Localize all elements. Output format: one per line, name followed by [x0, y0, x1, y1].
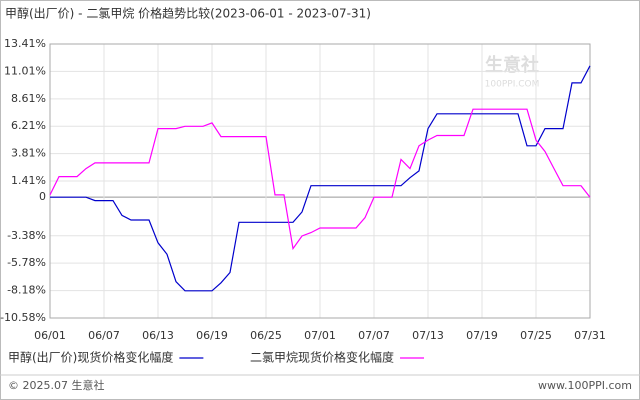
y-tick-label: -3.38% [7, 229, 46, 242]
x-tick-label: 06/13 [142, 329, 174, 342]
plot-border [49, 43, 591, 319]
y-tick-label: 1.41% [11, 174, 46, 187]
legend-label: 甲醇(出厂价)现货价格变化幅度 [8, 350, 173, 365]
x-tick-label: 06/19 [196, 329, 228, 342]
x-tick-label: 07/01 [304, 329, 336, 342]
y-tick-label: -5.78% [7, 256, 46, 269]
legend-label: 二氯甲烷现货价格变化幅度 [250, 350, 394, 365]
x-tick-label: 06/25 [250, 329, 282, 342]
x-tick-label: 07/31 [574, 329, 606, 342]
x-tick-label: 07/19 [466, 329, 498, 342]
y-tick-label: 11.01% [4, 64, 46, 77]
x-tick-label: 06/01 [34, 329, 66, 342]
watermark-site: 100PPI.COM [485, 80, 540, 90]
y-tick-label: 3.81% [11, 147, 46, 160]
series-line [49, 108, 591, 251]
x-tick-label: 06/07 [88, 329, 120, 342]
x-tick-label: 07/13 [412, 329, 444, 342]
footer-right: www.100PPI.com [538, 379, 632, 392]
y-tick-label: 0 [39, 190, 46, 203]
y-tick-label: -10.58% [0, 311, 46, 324]
chart-title: 甲醇(出厂价) - 二氯甲烷 价格趋势比较(2023-06-01 - 2023-… [5, 6, 371, 21]
y-tick-label: -8.18% [7, 284, 46, 297]
series-line [50, 65, 591, 292]
watermark: 生意社 [485, 54, 539, 76]
y-tick-label: 13.41% [4, 37, 46, 50]
y-tick-label: 6.21% [11, 119, 46, 132]
y-tick-label: 8.61% [11, 92, 46, 105]
x-tick-label: 07/25 [520, 329, 552, 342]
x-tick-label: 07/07 [358, 329, 390, 342]
footer-left: © 2025.07 生意社 [8, 378, 104, 392]
